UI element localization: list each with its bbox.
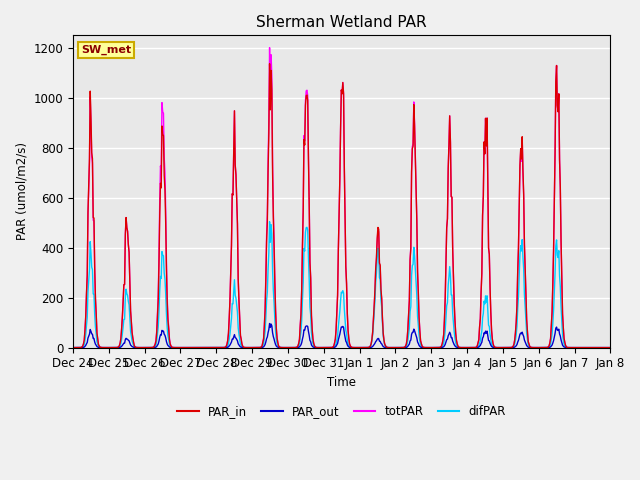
PAR_out: [607, 345, 614, 350]
difPAR: [424, 345, 432, 350]
difPAR: [177, 345, 184, 350]
difPAR: [218, 345, 225, 350]
totPAR: [79, 343, 86, 349]
PAR_out: [266, 321, 273, 326]
difPAR: [134, 345, 142, 350]
PAR_out: [69, 345, 77, 350]
PAR_in: [177, 345, 184, 350]
PAR_in: [424, 345, 432, 350]
PAR_out: [177, 345, 184, 350]
difPAR: [69, 345, 77, 350]
totPAR: [134, 345, 142, 350]
difPAR: [79, 344, 86, 350]
totPAR: [69, 345, 77, 350]
Line: difPAR: difPAR: [73, 222, 611, 348]
PAR_in: [266, 61, 273, 67]
PAR_out: [79, 345, 86, 350]
totPAR: [607, 345, 614, 350]
totPAR: [408, 144, 416, 149]
difPAR: [189, 345, 197, 350]
totPAR: [189, 345, 197, 350]
PAR_in: [189, 345, 197, 350]
Line: PAR_out: PAR_out: [73, 324, 611, 348]
totPAR: [177, 345, 184, 350]
totPAR: [266, 45, 273, 50]
totPAR: [218, 345, 225, 350]
Line: totPAR: totPAR: [73, 48, 611, 348]
PAR_in: [408, 146, 416, 152]
PAR_in: [69, 345, 77, 350]
PAR_in: [79, 343, 86, 349]
PAR_in: [134, 345, 142, 350]
PAR_out: [134, 345, 142, 350]
Line: PAR_in: PAR_in: [73, 64, 611, 348]
PAR_in: [607, 345, 614, 350]
Legend: PAR_in, PAR_out, totPAR, difPAR: PAR_in, PAR_out, totPAR, difPAR: [173, 400, 511, 423]
Text: SW_met: SW_met: [81, 45, 131, 55]
X-axis label: Time: Time: [327, 376, 356, 389]
difPAR: [607, 345, 614, 350]
PAR_out: [424, 345, 432, 350]
Title: Sherman Wetland PAR: Sherman Wetland PAR: [257, 15, 427, 30]
PAR_out: [189, 345, 197, 350]
Y-axis label: PAR (umol/m2/s): PAR (umol/m2/s): [15, 143, 28, 240]
difPAR: [408, 263, 416, 268]
difPAR: [266, 219, 273, 225]
PAR_out: [408, 330, 416, 336]
PAR_in: [218, 345, 225, 350]
PAR_out: [218, 345, 225, 350]
totPAR: [424, 345, 432, 350]
